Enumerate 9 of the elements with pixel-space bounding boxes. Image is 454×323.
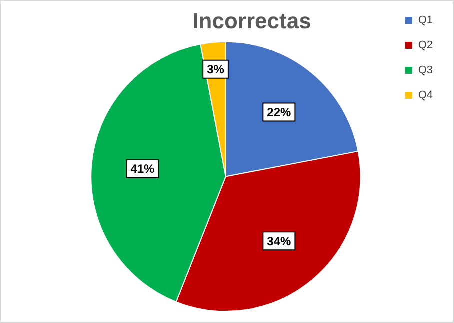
data-label: 41% — [130, 162, 156, 176]
legend-label: Q4 — [418, 90, 434, 102]
data-label: 3% — [207, 62, 225, 77]
legend-label: Q1 — [418, 14, 434, 27]
data-label: 22% — [267, 106, 292, 120]
data-label: 34% — [267, 234, 292, 248]
chart-title: Incorrectas — [192, 8, 312, 34]
legend-label: Q3 — [418, 64, 434, 77]
legend-label: Q2 — [418, 40, 434, 52]
